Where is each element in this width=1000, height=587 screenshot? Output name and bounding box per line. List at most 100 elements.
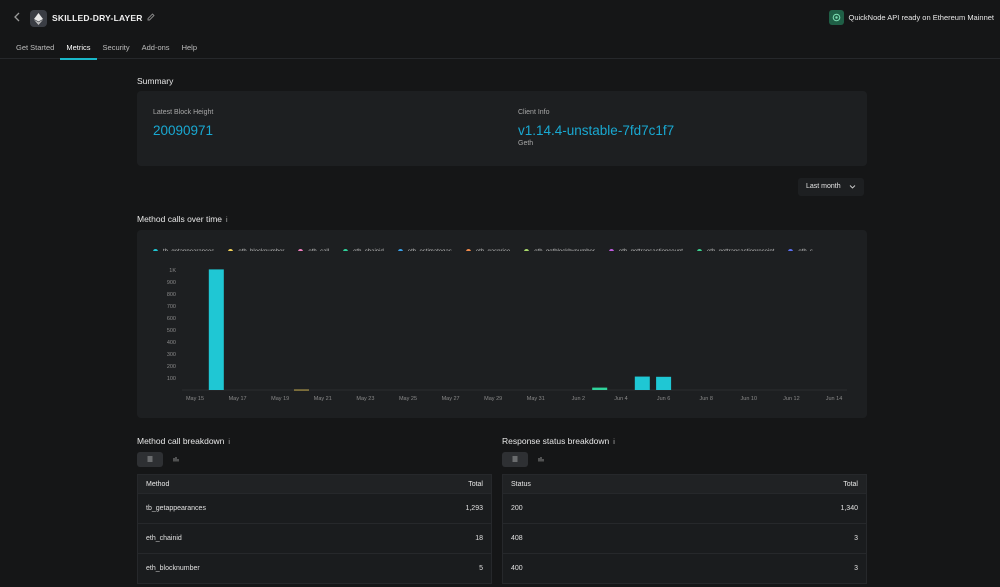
legend-swatch	[228, 249, 234, 251]
method-name: tb_getappearances	[146, 505, 206, 512]
api-status: QuickNode API ready on Ethereum Mainnet	[828, 10, 995, 25]
method-calls-chart: 100 200 300 400 500 600 700 800 900 1K May 15 May 1…	[167, 268, 847, 402]
summary-title: Summary	[137, 76, 174, 86]
legend-item[interactable]: eth_gettransactionreceipt	[696, 249, 774, 252]
status-ready-icon	[828, 10, 844, 25]
status-code: 200	[511, 505, 523, 512]
x-tick-label: May 19	[271, 396, 289, 402]
response-view-toggle	[502, 452, 554, 467]
x-tick-label: May 21	[314, 396, 332, 402]
list-view-button[interactable]	[502, 452, 528, 467]
list-icon	[512, 456, 518, 464]
x-tick-label: Jun 10	[741, 396, 758, 402]
nav-tabs: Get Started Metrics Security Add-ons Hel…	[0, 38, 1000, 60]
status-total: 1,340	[840, 505, 858, 512]
legend-item[interactable]: tb_getappearances	[153, 249, 214, 251]
response-breakdown-title: Response status breakdown i	[502, 436, 615, 446]
col-total[interactable]: Total	[468, 480, 483, 488]
table-row[interactable]: 200 1,340	[502, 494, 867, 524]
legend-label: eth_chainid	[353, 249, 384, 252]
legend-label: eth_gettransactionreceipt	[707, 249, 774, 252]
legend-swatch	[788, 249, 794, 251]
time-range-value: Last month	[806, 183, 841, 190]
chart-card	[137, 230, 867, 418]
legend-label: eth_call	[308, 249, 329, 252]
tab-add-ons[interactable]: Add-ons	[141, 43, 170, 52]
legend-swatch	[397, 249, 403, 251]
chart-bar[interactable]	[656, 376, 672, 390]
method-view-toggle	[137, 452, 189, 467]
client-name: Geth	[518, 140, 534, 147]
info-icon[interactable]: i	[226, 217, 228, 224]
x-tick-label: Jun 8	[699, 396, 712, 402]
status-code: 400	[511, 565, 523, 572]
y-tick-label: 800	[167, 292, 176, 298]
table-row[interactable]: eth_blocknumber 5	[137, 554, 492, 584]
status-total: 3	[854, 565, 858, 572]
legend-swatch	[343, 249, 349, 251]
x-tick-label: May 31	[527, 396, 545, 402]
chart-bar[interactable]	[294, 389, 309, 391]
x-tick-label: May 25	[399, 396, 417, 402]
col-total[interactable]: Total	[843, 480, 858, 488]
endpoint-title: SKILLED-DRY-LAYER	[52, 13, 143, 23]
tab-metrics[interactable]: Metrics	[60, 38, 97, 60]
back-chevron-left-icon[interactable]	[13, 11, 25, 25]
legend-item[interactable]: eth_chainid	[343, 249, 384, 252]
tab-get-started[interactable]: Get Started	[16, 43, 55, 52]
chart-bar[interactable]	[634, 376, 650, 390]
col-method[interactable]: Method	[146, 480, 170, 488]
method-name: eth_chainid	[146, 535, 182, 542]
legend-item[interactable]: eth_s	[788, 249, 813, 252]
summary-card: Latest Block Height 20090971 Client Info…	[137, 91, 867, 166]
x-tick-label: Jun 12	[783, 396, 800, 402]
x-tick-label: Jun 2	[572, 396, 585, 402]
x-tick-label: May 15	[186, 396, 204, 402]
tab-help[interactable]: Help	[181, 43, 197, 52]
table-row[interactable]: 400 3	[502, 554, 867, 584]
legend-item[interactable]: eth_call	[298, 249, 329, 252]
table-row[interactable]: 408 3	[502, 524, 867, 554]
col-status[interactable]: Status	[511, 480, 531, 488]
legend-item[interactable]: eth_blocknumber	[228, 249, 284, 252]
method-breakdown-title: Method call breakdown i	[137, 436, 230, 446]
method-total: 1,293	[465, 505, 483, 512]
x-tick-label: May 29	[484, 396, 502, 402]
legend-swatch	[696, 249, 702, 251]
legend-item[interactable]: eth_estimategas	[397, 249, 452, 252]
chart-bar[interactable]	[592, 387, 608, 390]
y-tick-label: 700	[167, 304, 176, 310]
info-icon[interactable]: i	[613, 439, 615, 446]
legend-swatch	[465, 249, 471, 251]
status-total: 3	[854, 535, 858, 542]
table-row[interactable]: tb_getappearances 1,293	[137, 494, 492, 524]
info-icon[interactable]: i	[228, 439, 230, 446]
y-tick-label: 100	[167, 376, 176, 382]
chevron-down-icon	[849, 183, 856, 191]
legend-label: eth_estimategas	[408, 249, 452, 252]
legend-label: eth_s	[798, 249, 813, 252]
pencil-icon[interactable]	[147, 13, 155, 23]
tab-security[interactable]: Security	[102, 43, 130, 52]
y-tick-label: 900	[167, 280, 176, 286]
y-tick-label: 300	[167, 352, 176, 358]
y-tick-label: 500	[167, 328, 176, 334]
legend-item[interactable]: eth_getblockbynumber	[524, 249, 595, 251]
method-table: Method Total tb_getappearances 1,293 eth…	[137, 474, 492, 584]
status-table-header: Status Total	[502, 474, 867, 494]
response-breakdown-title-text: Response status breakdown	[502, 436, 610, 446]
legend-label: eth_blocknumber	[238, 249, 284, 252]
x-tick-label: May 17	[229, 396, 247, 402]
chart-view-button[interactable]	[163, 452, 189, 467]
chart-view-button[interactable]	[528, 452, 554, 467]
list-view-button[interactable]	[137, 452, 163, 467]
bar-chart-icon	[173, 456, 179, 464]
client-info-label: Client Info	[518, 109, 550, 116]
api-status-text: QuickNode API ready on Ethereum Mainnet	[848, 13, 995, 22]
table-row[interactable]: eth_chainid 18	[137, 524, 492, 554]
time-range-select[interactable]: Last month	[798, 178, 864, 196]
client-info-value: v1.14.4-unstable-7fd7c1f7	[518, 123, 675, 138]
legend-item[interactable]: eth_gettransactioncount	[608, 249, 683, 251]
legend-item[interactable]: eth_gasprice	[465, 249, 510, 251]
chart-bar[interactable]	[208, 269, 224, 390]
